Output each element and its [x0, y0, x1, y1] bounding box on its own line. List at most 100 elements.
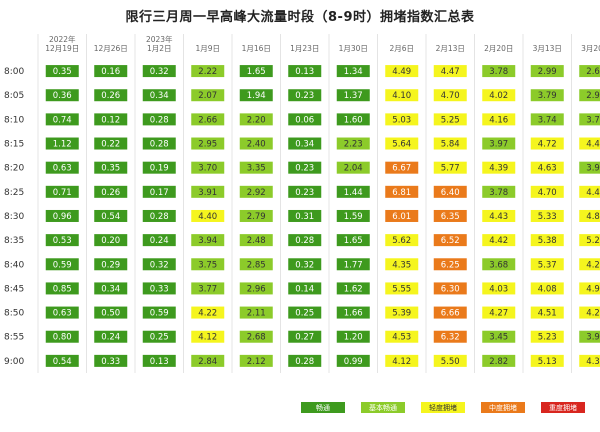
cell-value: 0.06 — [295, 115, 314, 125]
cell-value: 0.25 — [295, 309, 314, 319]
cell-value: 0.34 — [150, 91, 169, 101]
heatmap-cell — [45, 330, 79, 343]
heatmap-cell — [433, 161, 467, 174]
heatmap-cell — [288, 137, 322, 150]
cell-value: 0.23 — [295, 91, 314, 101]
cell-value: 2.12 — [247, 357, 266, 367]
cell-value: 0.33 — [150, 284, 169, 294]
row-label-time: 8:40 — [4, 260, 24, 270]
heatmap-cell — [191, 161, 225, 174]
column-header-date: 3月13日 — [533, 44, 562, 53]
heatmap-cell — [385, 185, 419, 198]
row-label-time: 8:50 — [4, 309, 24, 319]
heatmap-cell — [191, 89, 225, 102]
cell-value: 2.20 — [247, 115, 266, 125]
legend-swatch — [481, 402, 525, 413]
heatmap-cell — [45, 113, 79, 126]
cell-value: 0.99 — [344, 357, 363, 367]
heatmap-cell — [482, 258, 516, 271]
heatmap-cell — [336, 113, 370, 126]
cell-value: 0.28 — [150, 212, 169, 222]
heatmap-cell — [94, 113, 128, 126]
cell-value: 4.43 — [489, 212, 508, 222]
cell-value: 3.75 — [198, 260, 217, 270]
heatmap-cell — [239, 330, 273, 343]
heatmap-cell — [433, 185, 467, 198]
heatmap-cell — [482, 113, 516, 126]
cell-value: 3.79 — [538, 91, 557, 101]
heatmap-cell — [94, 89, 128, 102]
heatmap-cell — [336, 185, 370, 198]
heatmap-cell — [45, 282, 79, 295]
cell-value: 2.23 — [344, 140, 363, 150]
cell-value: 3.35 — [247, 164, 266, 174]
cell-value: 0.26 — [101, 188, 120, 198]
cell-value: 2.82 — [489, 357, 508, 367]
cell-value: 3.97 — [489, 140, 508, 150]
heatmap-cell — [579, 258, 600, 271]
cell-value: 5.37 — [538, 260, 557, 270]
cell-value: 0.71 — [53, 188, 72, 198]
cell-value: 0.33 — [101, 357, 120, 367]
heatmap-cell — [239, 306, 273, 319]
heatmap-cell — [288, 209, 322, 222]
heatmap-cell — [288, 258, 322, 271]
cell-value: 5.39 — [392, 309, 411, 319]
cell-value: 3.94 — [198, 236, 217, 246]
cell-value: 4.84 — [586, 212, 600, 222]
cell-value: 5.77 — [441, 164, 460, 174]
cell-value: 2.79 — [247, 212, 266, 222]
heatmap-cell — [336, 282, 370, 295]
heatmap-cell — [530, 113, 564, 126]
heatmap-cell — [385, 161, 419, 174]
heatmap-cell — [45, 354, 79, 367]
heatmap-cell — [385, 113, 419, 126]
cell-value: 0.34 — [101, 284, 120, 294]
heatmap-cell — [385, 65, 419, 78]
heatmap-cell — [142, 185, 176, 198]
heatmap-cell — [433, 65, 467, 78]
row-label-time: 8:00 — [4, 67, 24, 77]
heatmap-cell — [530, 330, 564, 343]
heatmap-cell — [45, 258, 79, 271]
heatmap-cell — [433, 234, 467, 247]
heatmap-cell — [94, 161, 128, 174]
cell-value: 4.22 — [586, 260, 600, 270]
heatmap-cell — [579, 185, 600, 198]
heatmap-cell — [482, 161, 516, 174]
cell-value: 2.96 — [247, 284, 266, 294]
cell-value: 3.93 — [586, 164, 600, 174]
heatmap-cell — [579, 209, 600, 222]
heatmap-cell — [45, 306, 79, 319]
heatmap-cell — [385, 330, 419, 343]
cell-value: 4.12 — [392, 357, 411, 367]
heatmap-cell — [530, 161, 564, 174]
heatmap-cell — [142, 306, 176, 319]
heatmap-cell — [579, 65, 600, 78]
cell-value: 5.33 — [538, 212, 557, 222]
cell-value: 1.34 — [344, 67, 363, 77]
cell-value: 0.32 — [295, 260, 314, 270]
heatmap-cell — [239, 258, 273, 271]
cell-value: 0.28 — [295, 357, 314, 367]
cell-value: 0.17 — [150, 188, 169, 198]
heatmap-cell — [142, 65, 176, 78]
cell-value: 1.65 — [344, 236, 363, 246]
cell-value: 2.66 — [198, 115, 217, 125]
cell-value: 3.75 — [586, 115, 600, 125]
legend-label: 重度拥堵 — [549, 403, 577, 412]
heatmap-cell — [94, 258, 128, 271]
heatmap-cell — [530, 306, 564, 319]
cell-value: 4.39 — [489, 164, 508, 174]
heatmap-cell — [94, 185, 128, 198]
heatmap-cell — [191, 65, 225, 78]
heatmap-cell — [385, 234, 419, 247]
row-label-time: 8:30 — [4, 212, 24, 222]
cell-value: 4.03 — [489, 284, 508, 294]
heatmap-cell — [191, 306, 225, 319]
heatmap-cell — [45, 161, 79, 174]
cell-value: 0.85 — [53, 284, 72, 294]
heatmap-cell — [191, 354, 225, 367]
cell-value: 0.36 — [53, 91, 72, 101]
cell-value: 5.13 — [538, 357, 557, 367]
